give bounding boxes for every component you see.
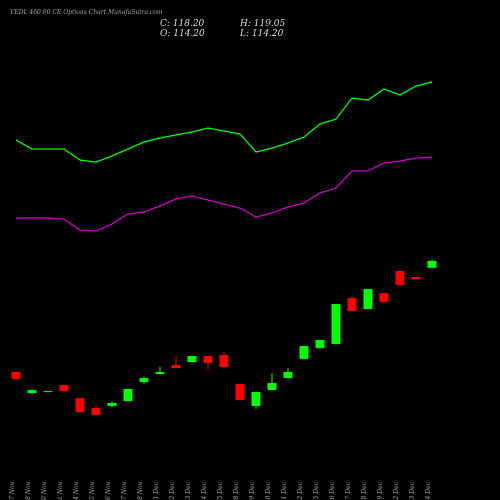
indicator-line (15, 81, 433, 163)
close-label: C: 118.20 (160, 19, 205, 29)
x-tick-label: 19 Dec (377, 481, 384, 500)
x-tick-label: 28 Nov (137, 481, 144, 500)
candle-body (75, 398, 85, 413)
high-label: H: 119.05 (239, 19, 286, 29)
x-tick-label: 12 Dec (297, 481, 304, 500)
x-tick-label: 24 Dec (425, 481, 432, 500)
candle-body (11, 372, 21, 380)
candle-body (235, 383, 245, 401)
x-tick-label: 26 Nov (105, 481, 112, 500)
candle-body (59, 384, 69, 392)
indicator-line (16, 156, 433, 232)
candle-body (251, 391, 261, 406)
candle-body (395, 271, 405, 285)
x-tick-label: 04 Dec (201, 481, 208, 500)
x-tick-label: 20 Nov (41, 481, 48, 500)
x-tick-label: 15 Dec (313, 481, 320, 500)
candle-body (91, 408, 101, 416)
x-tick-label: 27 Nov (121, 481, 128, 500)
x-tick-label: 22 Dec (393, 481, 400, 500)
x-tick-label: 09 Dec (249, 481, 256, 500)
candle-body (379, 293, 389, 302)
candle-body (299, 345, 309, 359)
x-tick-label: 18 Nov (25, 481, 32, 500)
x-tick-label: 16 Dec (329, 481, 336, 500)
x-tick-label: 03 Dec (185, 481, 192, 500)
x-tick-label: 18 Dec (361, 481, 368, 500)
x-tick-label: 05 Dec (217, 481, 224, 500)
x-tick-label: 11 Dec (281, 481, 288, 500)
candle-body (27, 390, 37, 394)
x-tick-label: 21 Nov (57, 481, 64, 500)
candle-body (315, 340, 325, 349)
candle-body (187, 355, 197, 363)
low-label: L: 114.20 (239, 29, 284, 39)
candle-body (43, 391, 53, 393)
candle-body (427, 260, 437, 268)
candle-body (139, 377, 149, 383)
candle-body (155, 372, 165, 374)
x-tick-label: 10 Dec (265, 481, 272, 500)
x-tick-label: 02 Dec (169, 481, 176, 500)
x-tick-label: 24 Nov (73, 481, 80, 500)
candle-body (363, 289, 373, 309)
candle-body (107, 402, 117, 406)
candle-body (283, 372, 293, 378)
candle-body (347, 298, 357, 312)
x-tick-label: 17 Dec (345, 481, 352, 500)
candle-body (123, 388, 133, 402)
x-tick-label: 23 Dec (409, 481, 416, 500)
x-tick-label: 08 Dec (233, 481, 240, 500)
candle-body (203, 355, 213, 363)
candle-body (267, 383, 277, 391)
candle-body (171, 365, 181, 369)
chart-title: VEDL 460.00 CE Options Chart MunafaSutra… (10, 9, 163, 16)
candle-body (331, 304, 341, 345)
x-tick-label: 01 Dec (153, 481, 160, 500)
x-tick-label: 25 Nov (89, 481, 96, 500)
x-tick-label: 17 Nov (9, 481, 16, 500)
open-label: O: 114.20 (160, 29, 205, 39)
candle-body (219, 355, 229, 367)
candle-body (411, 276, 421, 280)
